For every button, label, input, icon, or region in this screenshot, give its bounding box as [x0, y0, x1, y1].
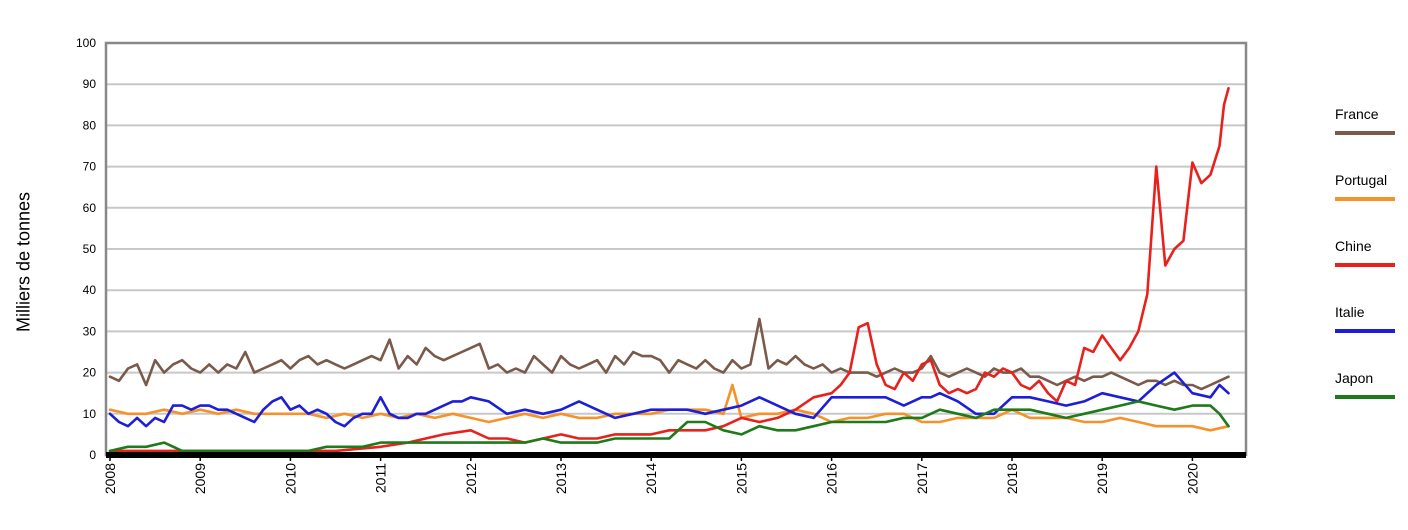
legend-swatch [1335, 395, 1395, 399]
x-tick-label: 2010 [282, 463, 298, 494]
x-tick-label: 2020 [1184, 463, 1200, 494]
y-tick-label: 0 [89, 448, 96, 462]
x-tick-label: 2012 [463, 463, 479, 494]
legend-item-portugal: Portugal [1335, 172, 1395, 201]
legend-swatch [1335, 131, 1395, 135]
y-tick-label: 10 [83, 407, 97, 421]
legend-swatch [1335, 329, 1395, 333]
y-axis-label: Milliers de tonnes [13, 191, 34, 333]
x-tick-label: 2019 [1094, 463, 1110, 494]
legend-label: Chine [1335, 238, 1372, 254]
y-tick-label: 50 [83, 242, 97, 256]
x-tick-label: 2013 [553, 463, 569, 494]
legend-item-italie: Italie [1335, 304, 1395, 333]
legend-item-japon: Japon [1335, 370, 1395, 399]
legend-swatch [1335, 263, 1395, 267]
y-tick-label: 90 [83, 77, 97, 91]
legend-label: France [1335, 106, 1379, 122]
series-lines [108, 87, 1230, 453]
x-tick-label: 2014 [643, 463, 659, 494]
series-line-italie [108, 371, 1230, 428]
x-tick-label: 2009 [192, 463, 208, 494]
y-tick-label: 60 [83, 201, 97, 215]
legend-label: Japon [1335, 370, 1374, 386]
y-tick-label: 30 [83, 324, 97, 338]
legend-swatch [1335, 197, 1395, 201]
series-line-japon [108, 400, 1230, 453]
x-tick-label: 2011 [373, 463, 389, 493]
y-tick-label: 100 [76, 36, 96, 50]
x-tick-label: 2015 [733, 463, 749, 494]
series-line-france [108, 317, 1230, 391]
x-tick-label: 2017 [914, 463, 930, 494]
legend-item-chine: Chine [1335, 238, 1395, 267]
y-tick-label: 20 [83, 366, 97, 380]
legend-label: Italie [1335, 304, 1365, 320]
gridlines [106, 83, 1246, 415]
legend-item-france: France [1335, 106, 1395, 135]
series-line-chine [108, 87, 1230, 453]
y-tick-label: 70 [83, 160, 97, 174]
x-tick-label: 2018 [1004, 463, 1020, 494]
y-tick-label: 80 [83, 118, 97, 132]
x-tick-label: 2008 [102, 463, 118, 494]
axes: 0 10 20 30 40 50 60 70 80 90 100 2008 2009 2010 2011 20… [76, 36, 1248, 494]
x-tick-label: 2016 [824, 463, 840, 494]
legend-label: Portugal [1335, 172, 1388, 188]
y-tick-label: 40 [83, 283, 97, 297]
